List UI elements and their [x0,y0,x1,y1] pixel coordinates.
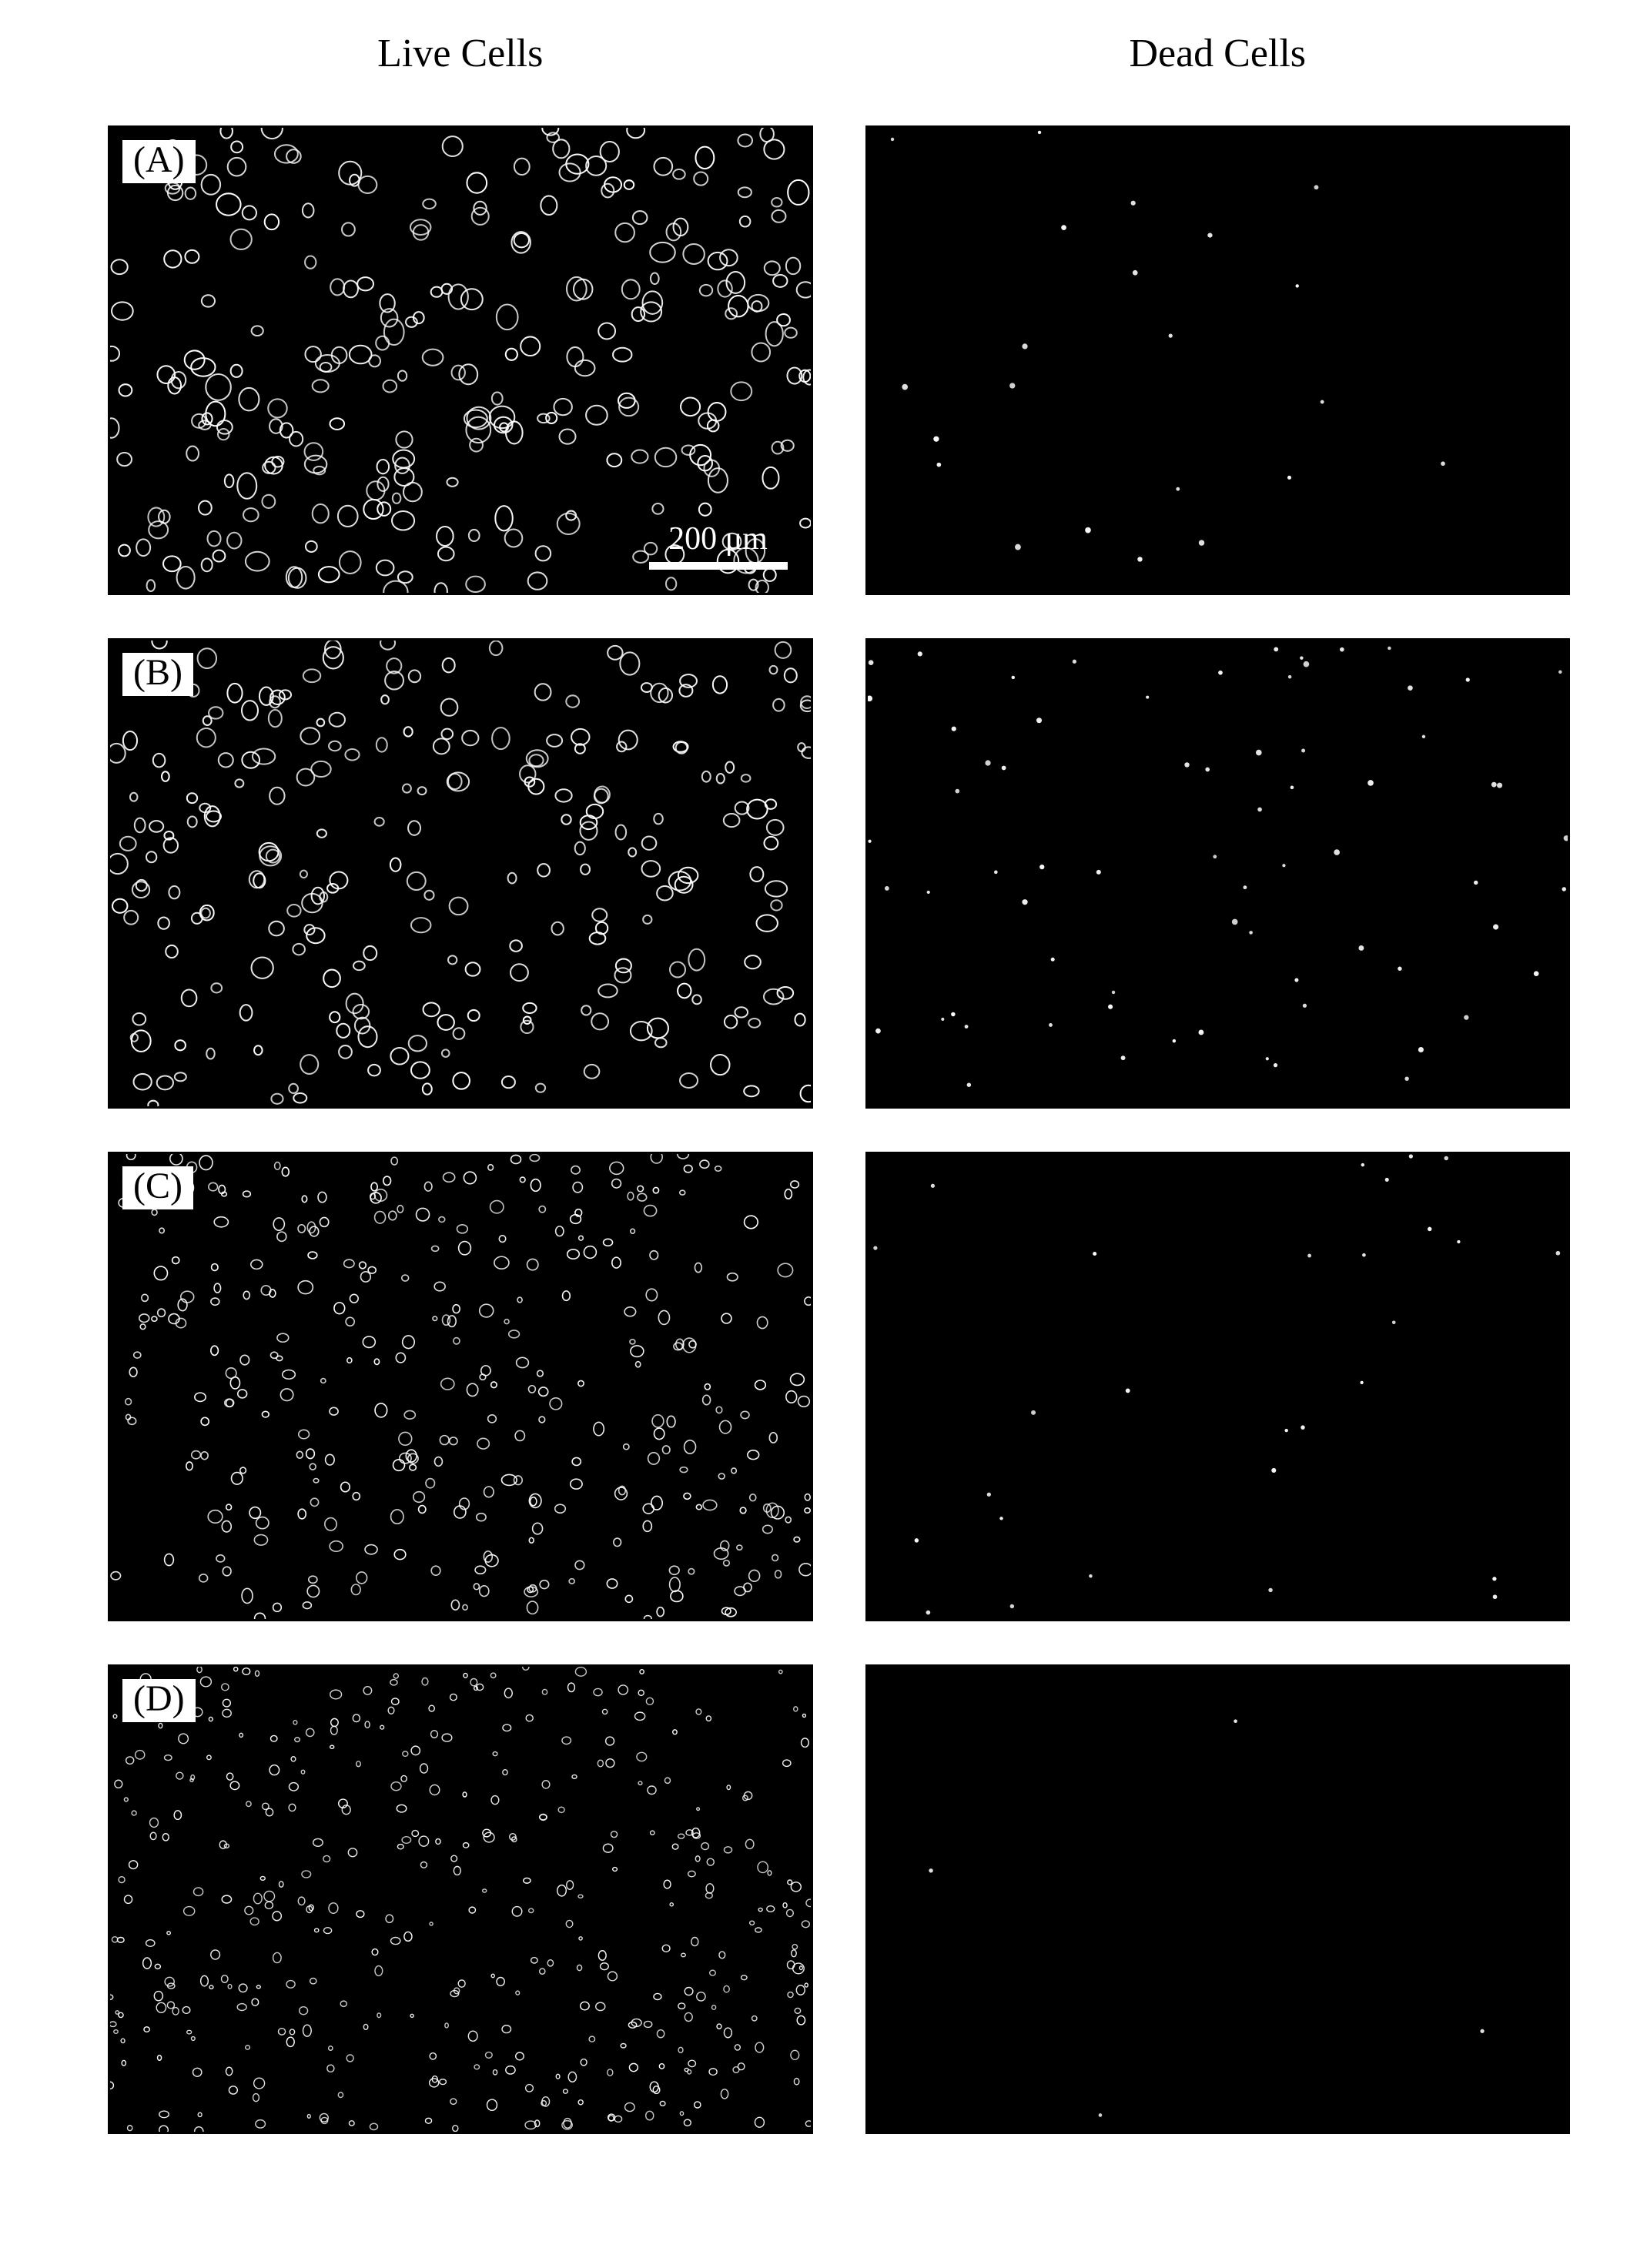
panel-live-d: (D) [108,1664,813,2134]
panel-live-c: (C) [108,1152,813,1621]
panel-label: (C) [122,1166,193,1209]
panel-dead-b [865,638,1571,1108]
panel-label: (B) [122,653,193,696]
panel-dead-c [865,1152,1571,1621]
panel-dead-a [865,125,1571,595]
column-header-live: Live Cells [108,31,813,82]
panel-live-b: (B) [108,638,813,1108]
figure-grid: Live Cells Dead Cells (A) 200 μm (B) (C) (D) [108,31,1570,2134]
column-header-dead: Dead Cells [865,31,1571,82]
scale-bar: 200 μm [649,520,788,570]
scale-bar-label: 200 μm [649,520,788,557]
panel-live-a: (A) 200 μm [108,125,813,595]
scale-bar-line [649,562,788,570]
panel-label: (A) [122,140,196,183]
panel-dead-d [865,1664,1571,2134]
panel-label: (D) [122,1679,196,1722]
